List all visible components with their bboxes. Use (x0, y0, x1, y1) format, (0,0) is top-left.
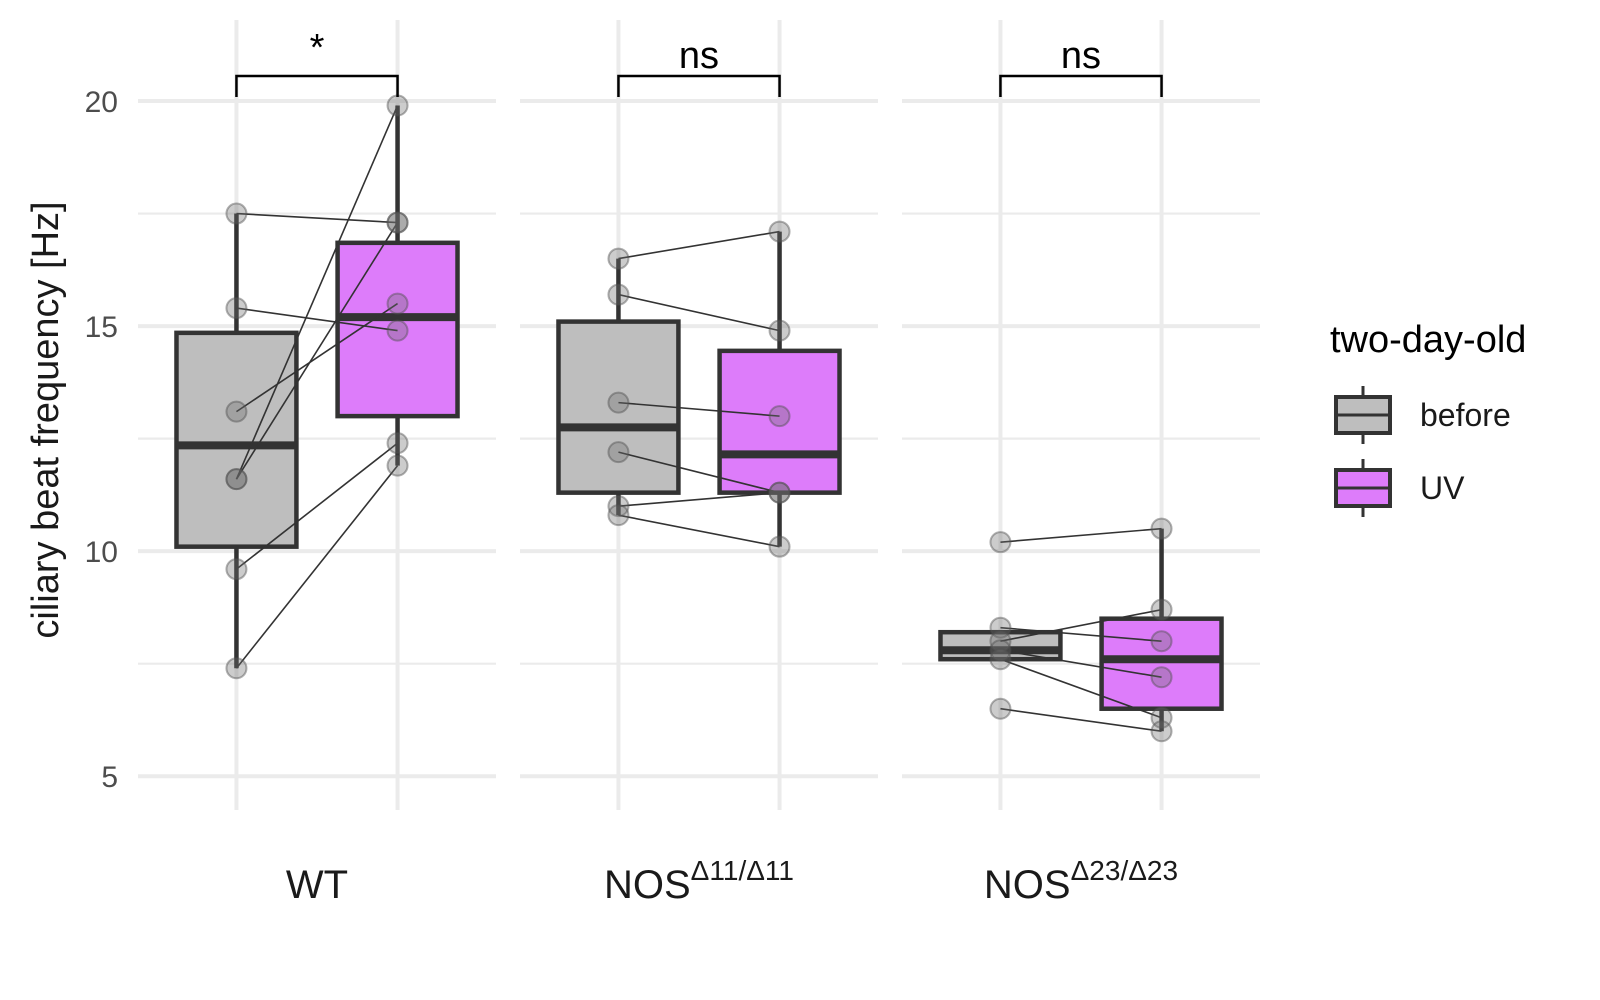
box-before (174, 330, 299, 549)
data-point-before (989, 531, 1012, 554)
data-point-before (607, 495, 630, 518)
data-point-before (607, 441, 630, 464)
box-uv (717, 348, 842, 495)
data-point-before (989, 616, 1012, 639)
facet-label: NOSΔ23/Δ23 (984, 855, 1178, 907)
legend-title: two-day-old (1330, 319, 1526, 361)
y-tick-label: 5 (101, 761, 118, 794)
pair-line (235, 465, 399, 669)
y-tick-label: 10 (85, 536, 118, 569)
data-point-uv (386, 94, 409, 117)
data-point-before (225, 202, 248, 225)
pair-line (1000, 658, 1162, 719)
panel-3: ns NOSΔ23/Δ23 (902, 20, 1260, 907)
pair-line (236, 307, 398, 332)
data-point-before (989, 697, 1012, 720)
pair-line (618, 230, 780, 260)
y-axis: 5 10 15 20 (85, 86, 118, 794)
data-point-uv (768, 220, 791, 243)
panel-1: * WT (138, 20, 496, 907)
facet-label: NOSΔ11/Δ11 (604, 855, 794, 907)
data-point-uv (768, 405, 791, 428)
panels-layer: * WT ns NOSΔ11/Δ11 ns NOSΔ23/Δ23 (138, 20, 1260, 907)
data-point-before (607, 391, 630, 414)
data-point-uv (1150, 598, 1173, 621)
pair-line (618, 491, 780, 507)
pair-line (1000, 527, 1162, 543)
data-point-before (225, 400, 248, 423)
data-point-uv (1150, 706, 1173, 729)
pair-line (235, 222, 399, 480)
legend-label-before: before (1420, 397, 1511, 433)
pair-line (236, 302, 398, 413)
pair-line (618, 514, 780, 548)
data-point-uv (1150, 720, 1173, 743)
y-axis-title: ciliary beat frequency [Hz] (25, 201, 67, 638)
data-point-before (607, 504, 630, 527)
significance-label: * (310, 27, 325, 69)
significance-bracket (235, 74, 399, 97)
pair-line (236, 212, 398, 224)
data-point-before (225, 657, 248, 680)
data-point-before (607, 247, 630, 270)
data-point-uv (386, 211, 409, 234)
pair-line (1000, 649, 1162, 678)
data-point-uv (386, 454, 409, 477)
facet-label: WT (286, 863, 348, 907)
data-point-uv (768, 535, 791, 558)
data-point-before (225, 558, 248, 581)
data-point-uv (1150, 666, 1173, 689)
data-point-before (989, 648, 1012, 671)
y-tick-label: 20 (85, 86, 118, 119)
y-tick-label: 15 (85, 311, 118, 344)
pair-line (1000, 626, 1162, 642)
pair-line (618, 293, 780, 332)
data-point-before (225, 468, 248, 491)
data-point-before (225, 297, 248, 320)
significance-bracket (617, 74, 781, 97)
legend-label-uv: UV (1420, 470, 1465, 506)
data-point-uv (768, 481, 791, 504)
data-point-before (989, 630, 1012, 653)
data-point-before (989, 639, 1012, 662)
data-point-uv (386, 211, 409, 234)
data-point-uv (386, 292, 409, 315)
pair-line (618, 401, 780, 417)
data-point-before (607, 283, 630, 306)
data-point-uv (1150, 630, 1173, 653)
pair-line (1000, 707, 1162, 733)
data-point-uv (768, 481, 791, 504)
significance-label: ns (1061, 35, 1101, 77)
data-point-uv (386, 432, 409, 455)
panel-2: ns NOSΔ11/Δ11 (520, 20, 878, 907)
data-point-uv (386, 319, 409, 342)
data-point-uv (768, 319, 791, 342)
box-uv (1099, 616, 1224, 711)
data-point-before (225, 468, 248, 491)
data-point-uv (1150, 517, 1173, 540)
pair-line (1000, 608, 1162, 642)
pair-line (235, 442, 399, 570)
significance-label: ns (679, 35, 719, 77)
pair-line (235, 105, 399, 480)
significance-bracket (999, 74, 1163, 97)
legend: two-day-old before UV (1330, 319, 1526, 517)
pair-line (618, 451, 780, 494)
